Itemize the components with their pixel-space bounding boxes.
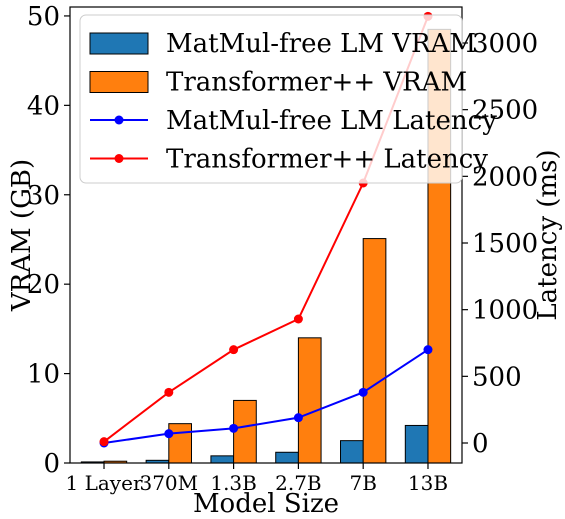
bar-matmul-free-vram-3 — [275, 451, 299, 464]
point-transformer-latency-3 — [293, 314, 303, 324]
x-tick-label-5: 13B — [408, 471, 448, 495]
point-transformer-latency-0 — [99, 437, 109, 447]
point-matmul-free-latency-4 — [358, 387, 368, 397]
bar-transformer-vram-2 — [233, 399, 257, 464]
bar-matmul-free-vram-5 — [404, 424, 429, 464]
line-matmul-free-latency — [103, 348, 429, 444]
left-tick-label-0: 0 — [43, 449, 60, 479]
right-axis-ticks: 0 500 1000 1500 2000 2500 3000 — [462, 29, 538, 459]
legend-marker-matmul-free-latency — [114, 115, 124, 125]
right-tick-label-3000: 3000 — [472, 29, 538, 59]
point-matmul-free-latency-3 — [293, 413, 303, 423]
bar-transformer-vram-4 — [362, 238, 387, 464]
legend-label-matmul-free-vram: MatMul-free LM VRAM — [166, 29, 476, 59]
legend-label-transformer-latency: Transformer++ Latency — [166, 145, 488, 175]
left-tick-label-50: 50 — [27, 2, 60, 32]
point-transformer-latency-2 — [229, 345, 239, 355]
right-tick-label-2000: 2000 — [472, 162, 538, 192]
legend-swatch-matmul-free-vram — [89, 32, 149, 55]
bar-matmul-free-vram-2 — [210, 455, 235, 464]
point-transformer-latency-1 — [164, 387, 174, 397]
x-tick-label-2: 1.3B — [210, 471, 257, 495]
x-tick-label-4: 7B — [349, 471, 376, 495]
x-tick-label-3: 2.7B — [275, 471, 322, 495]
right-tick-label-0: 0 — [472, 429, 489, 459]
x-axis-title: Model Size — [193, 489, 339, 519]
left-axis-ticks: 0 10 20 30 40 50 — [27, 2, 70, 479]
right-tick-label-1500: 1500 — [472, 229, 538, 259]
point-matmul-free-latency-1 — [164, 429, 174, 439]
point-matmul-free-latency-2 — [229, 423, 239, 433]
x-tick-label-0: 1 Layer — [66, 471, 143, 495]
left-tick-label-10: 10 — [27, 360, 60, 390]
right-tick-label-1000: 1000 — [472, 296, 538, 326]
point-matmul-free-latency-5 — [423, 345, 433, 355]
right-tick-label-2500: 2500 — [472, 96, 538, 126]
legend-label-transformer-vram: Transformer++ VRAM — [166, 68, 467, 98]
legend-swatch-transformer-vram — [89, 71, 149, 93]
legend-box — [79, 14, 463, 184]
left-y-axis-title: VRAM (GB) — [7, 159, 37, 312]
bar-transformer-vram-3 — [297, 337, 322, 464]
legend-marker-transformer-latency — [114, 154, 124, 163]
bar-transformer-vram-1 — [168, 423, 192, 464]
legend: MatMul-free LM VRAM Transformer++ VRAM Mat… — [79, 14, 497, 184]
right-tick-label-500: 500 — [472, 362, 522, 392]
legend-label-matmul-free-latency: MatMul-free LM Latency — [166, 106, 497, 136]
bar-matmul-free-vram-4 — [340, 440, 364, 464]
left-tick-label-40: 40 — [27, 91, 60, 121]
plot-frame — [69, 6, 463, 464]
x-tick-label-1: 370M — [139, 471, 198, 495]
right-y-axis-title: Latency (ms) — [533, 149, 563, 320]
left-tick-label-30: 30 — [27, 181, 60, 211]
left-tick-label-20: 20 — [27, 270, 60, 300]
